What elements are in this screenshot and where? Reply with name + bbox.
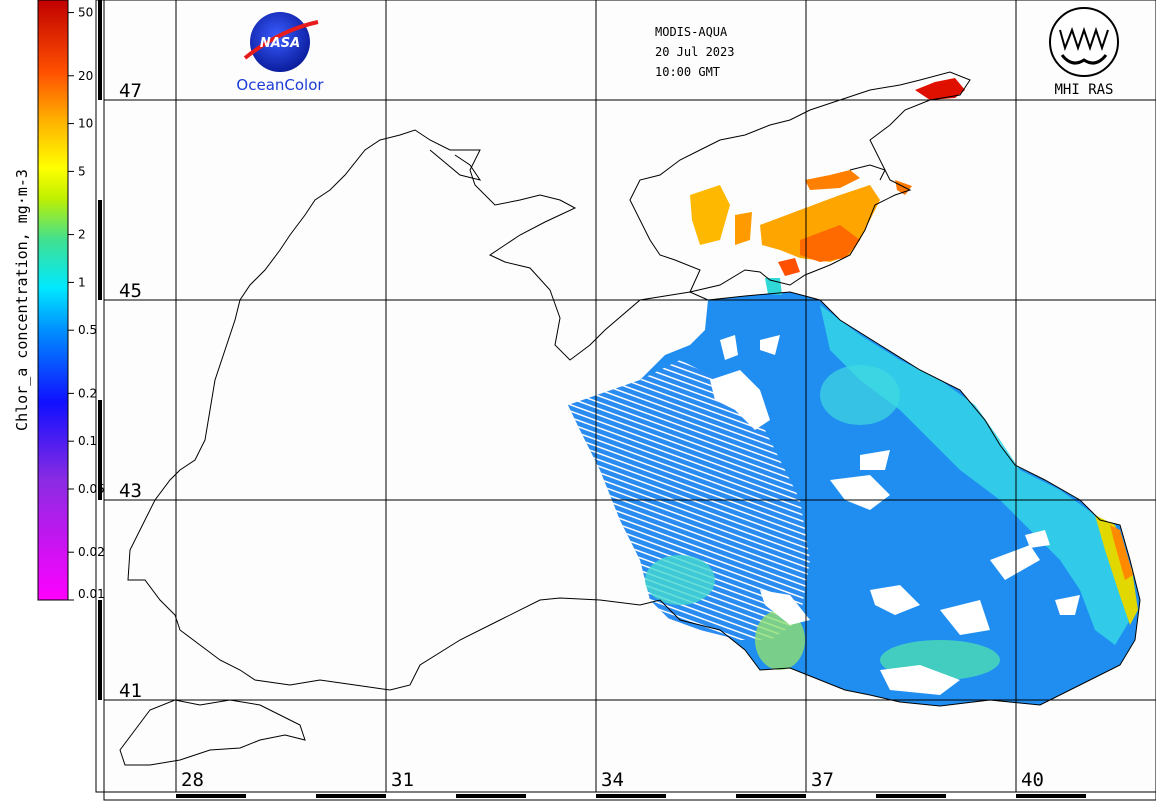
cloud-gap-4 xyxy=(860,450,890,470)
cloud-gap-8 xyxy=(990,545,1040,580)
chl-orange-se xyxy=(1110,525,1133,580)
cloud-gap-5 xyxy=(830,475,890,510)
time-label: 10:00 GMT xyxy=(655,65,720,79)
chl-azov-mid xyxy=(735,212,752,245)
chl-azov-north xyxy=(805,170,860,190)
chl-eddy-4 xyxy=(645,555,715,605)
sensor-label: MODIS-AQUA xyxy=(655,25,728,39)
cloud-gap-7 xyxy=(940,600,990,635)
mhi-wave-icon xyxy=(1059,26,1109,52)
lon-label: 31 xyxy=(391,769,414,791)
left-ruler-segment xyxy=(98,0,102,100)
mhi-logo-text: MHI RAS xyxy=(1054,82,1113,98)
coastline-dnieper xyxy=(429,149,482,181)
colorbar-tick-label: 2 xyxy=(78,228,86,242)
left-scale-bar xyxy=(95,0,105,793)
lat-label: 41 xyxy=(119,680,142,702)
colorbar-tick-label: 1 xyxy=(78,275,86,289)
colorbar-tick-label: 0.2 xyxy=(78,386,97,400)
cloud-gap-1 xyxy=(710,370,770,430)
colorbar-ticks: 50 20 10 5 2 1 0.5 0.2 0.1 0.05 0.02 0.01 xyxy=(68,6,105,601)
colorbar-tick-label: 20 xyxy=(78,69,93,83)
bottom-ruler-segment xyxy=(736,794,806,798)
cloud-gap-11 xyxy=(760,590,810,625)
chl-yellow-se xyxy=(1095,515,1138,625)
coastline-azov xyxy=(629,71,971,293)
graticule-labels: 47 45 43 41 28 31 34 37 40 xyxy=(119,80,1044,791)
colorbar-tick-label: 0.01 xyxy=(78,587,105,601)
colorbar-tick-label: 0.05 xyxy=(78,482,105,496)
bottom-ruler-segment xyxy=(596,794,666,798)
cloud-gap-9 xyxy=(1055,595,1080,615)
lon-label: 34 xyxy=(601,769,624,791)
colorbar-tick-label: 0.02 xyxy=(78,545,105,559)
mhi-arc-icon xyxy=(1060,54,1108,65)
bottom-ruler-segment xyxy=(456,794,526,798)
bottom-ruler-segment xyxy=(876,794,946,798)
date-label: 20 Jul 2023 xyxy=(655,45,734,59)
colorbar-tick-label: 5 xyxy=(78,164,86,178)
lat-label: 47 xyxy=(119,80,142,102)
colorbar-ramp xyxy=(37,0,69,601)
bottom-ruler-segment xyxy=(1016,794,1086,798)
coastline-spit xyxy=(849,164,886,181)
chl-eddy-3 xyxy=(755,610,805,670)
nasa-logo-text: NASA xyxy=(260,36,300,51)
colorbar-title: Chlor_a concentration, mg·m-3 xyxy=(13,169,31,431)
cloud-gap-2 xyxy=(720,335,738,360)
nasa-logo: NASA OceanColor xyxy=(236,12,324,94)
lat-label: 43 xyxy=(119,480,142,502)
nasa-swoosh-icon xyxy=(243,20,319,60)
chl-taganrog xyxy=(915,78,965,100)
colorbar-tick-label: 50 xyxy=(78,6,93,20)
cloud-gap-3 xyxy=(760,335,780,355)
mhi-emblem-icon xyxy=(1049,7,1119,77)
chl-azov-west xyxy=(690,185,730,245)
lat-label: 45 xyxy=(119,280,142,302)
coastline-marmara xyxy=(119,699,306,766)
bottom-ruler-segment xyxy=(316,794,386,798)
graticule xyxy=(104,0,1156,792)
colorbar-tick-label: 0.1 xyxy=(78,434,97,448)
colorbar-tick-label: 0.5 xyxy=(78,323,97,337)
bottom-ruler-segment xyxy=(176,794,246,798)
cloud-gap-10 xyxy=(880,665,960,695)
cloud-gap-12 xyxy=(1025,530,1050,548)
chl-azov-dark xyxy=(800,225,860,262)
left-ruler-segment xyxy=(98,400,102,500)
coastline-black-sea xyxy=(127,129,1141,707)
oceancolor-label: OceanColor xyxy=(236,76,324,94)
bottom-scale-bar xyxy=(103,791,1156,801)
left-ruler-frame xyxy=(95,0,105,793)
left-ruler-segment xyxy=(98,600,102,700)
colorbar: 50 20 10 5 2 1 0.5 0.2 0.1 0.05 0.02 0.01 Chlor_a c… xyxy=(13,0,105,601)
coastline-layer xyxy=(119,71,1141,766)
left-ruler-segment xyxy=(98,200,102,300)
lon-label: 37 xyxy=(811,769,834,791)
lon-label: 40 xyxy=(1021,769,1044,791)
colorbar-tick-label: 10 xyxy=(78,117,93,131)
mhi-logo: MHI RAS xyxy=(1049,7,1119,98)
chl-kerch xyxy=(778,258,800,276)
chl-eddy-1 xyxy=(820,365,900,425)
cloud-gap-6 xyxy=(870,585,920,615)
lon-label: 28 xyxy=(181,769,204,791)
